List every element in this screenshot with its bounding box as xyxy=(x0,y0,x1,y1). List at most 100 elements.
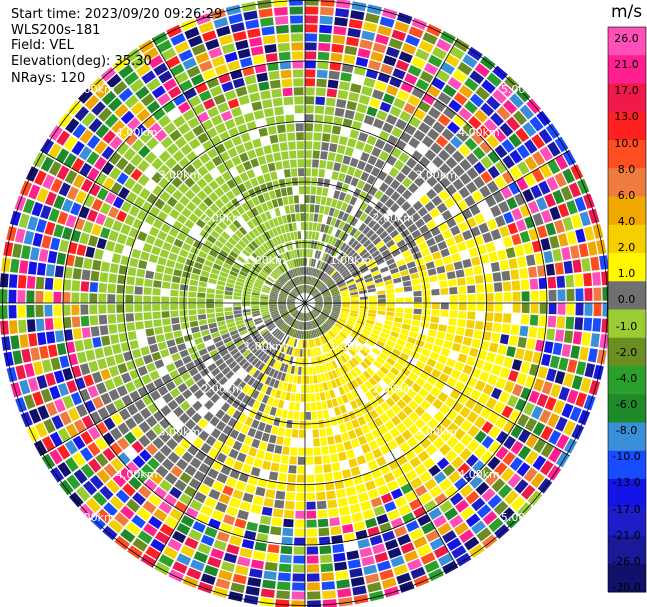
velocity-gate xyxy=(221,231,231,240)
velocity-gate xyxy=(383,55,397,67)
velocity-gate xyxy=(263,332,271,340)
velocity-gate xyxy=(384,420,395,431)
velocity-gate xyxy=(295,501,305,510)
velocity-gate xyxy=(303,276,305,284)
velocity-gate xyxy=(75,190,87,204)
velocity-gate xyxy=(322,310,330,316)
velocity-gate xyxy=(264,452,273,462)
velocity-gate xyxy=(264,265,273,273)
velocity-gate xyxy=(374,344,383,352)
velocity-gate xyxy=(120,255,130,266)
velocity-gate xyxy=(382,122,394,134)
velocity-gate xyxy=(79,503,95,519)
velocity-gate xyxy=(414,418,426,429)
velocity-gate xyxy=(54,398,66,413)
velocity-gate xyxy=(322,243,328,252)
velocity-gate xyxy=(349,503,361,514)
velocity-gate xyxy=(310,321,314,329)
velocity-gate xyxy=(273,269,280,277)
velocity-gate xyxy=(271,328,279,335)
velocity-gate xyxy=(129,257,139,268)
velocity-gate xyxy=(382,530,396,542)
velocity-gate xyxy=(480,102,495,117)
velocity-gate xyxy=(322,354,328,363)
velocity-gate xyxy=(387,303,395,307)
velocity-gate xyxy=(279,323,287,330)
velocity-gate xyxy=(0,320,9,335)
velocity-gate xyxy=(173,376,184,387)
velocity-gate xyxy=(335,347,342,356)
velocity-gate xyxy=(315,328,320,337)
velocity-gate xyxy=(332,307,341,311)
velocity-gate xyxy=(120,528,136,543)
velocity-gate xyxy=(271,339,278,347)
velocity-gate xyxy=(190,457,202,469)
velocity-gate xyxy=(380,401,390,412)
velocity-gate xyxy=(247,427,257,438)
velocity-gate xyxy=(308,357,312,366)
velocity-gate xyxy=(281,536,293,546)
velocity-gate xyxy=(91,101,106,116)
velocity-gate xyxy=(62,367,74,381)
velocity-gate xyxy=(294,329,298,338)
velocity-gate xyxy=(54,265,64,278)
velocity-gate xyxy=(224,295,233,300)
velocity-gate xyxy=(286,419,293,429)
velocity-gate xyxy=(236,205,245,215)
velocity-gate xyxy=(235,163,246,174)
velocity-gate xyxy=(466,167,479,180)
velocity-gate xyxy=(447,325,456,334)
velocity-gate xyxy=(342,523,354,534)
velocity-gate xyxy=(345,449,355,459)
velocity-gate xyxy=(208,322,217,329)
velocity-gate xyxy=(110,182,123,195)
velocity-gate xyxy=(216,254,226,262)
velocity-gate xyxy=(306,285,309,293)
velocity-gate xyxy=(448,99,462,113)
velocity-gate xyxy=(481,79,496,94)
velocity-gate xyxy=(523,402,535,416)
velocity-gate xyxy=(355,322,364,329)
velocity-gate xyxy=(184,164,196,176)
velocity-gate xyxy=(368,306,377,310)
velocity-gate xyxy=(263,145,272,155)
velocity-gate xyxy=(482,263,492,274)
velocity-gate xyxy=(211,214,221,224)
velocity-gate xyxy=(398,504,412,516)
velocity-gate xyxy=(240,267,250,274)
velocity-gate xyxy=(197,418,209,429)
velocity-gate xyxy=(283,518,294,528)
velocity-gate xyxy=(206,254,216,263)
velocity-gate xyxy=(446,358,456,368)
velocity-gate xyxy=(282,233,288,242)
velocity-gate xyxy=(251,217,259,227)
velocity-gate xyxy=(293,259,297,268)
velocity-gate xyxy=(417,450,430,463)
velocity-gate xyxy=(239,329,248,336)
velocity-gate xyxy=(525,433,539,449)
velocity-gate xyxy=(515,219,527,232)
velocity-gate xyxy=(291,259,296,268)
velocity-gate xyxy=(80,315,90,327)
velocity-gate xyxy=(274,317,282,323)
velocity-gate xyxy=(81,112,96,127)
velocity-gate xyxy=(294,96,304,105)
velocity-gate xyxy=(401,323,411,331)
velocity-gate xyxy=(535,339,545,352)
velocity-gate xyxy=(330,313,339,318)
velocity-gate xyxy=(319,160,327,169)
velocity-gate xyxy=(345,276,353,282)
velocity-gate xyxy=(396,572,412,585)
velocity-gate xyxy=(462,336,472,346)
velocity-gate xyxy=(207,468,219,480)
velocity-gate xyxy=(104,113,119,128)
velocity-gate xyxy=(201,353,211,362)
velocity-gate xyxy=(404,449,416,461)
velocity-gate xyxy=(497,484,512,499)
velocity-gate xyxy=(305,0,319,6)
velocity-gate xyxy=(227,417,237,428)
velocity-gate xyxy=(486,218,498,231)
velocity-gate xyxy=(328,371,334,380)
velocity-gate xyxy=(305,285,307,293)
velocity-gate xyxy=(276,226,282,235)
